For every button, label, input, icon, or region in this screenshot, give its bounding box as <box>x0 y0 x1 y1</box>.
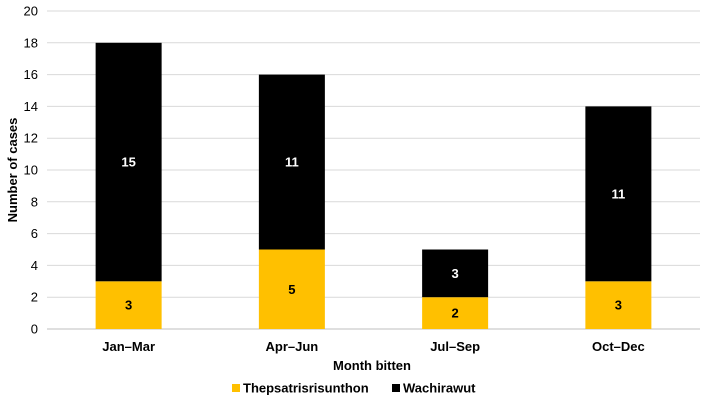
x-tick-label: Oct–Dec <box>592 339 645 354</box>
x-tick-label: Jul–Sep <box>430 339 480 354</box>
y-tick-label: 16 <box>24 67 38 82</box>
bar-segment <box>95 281 162 329</box>
y-tick-label: 2 <box>31 290 38 305</box>
y-tick-label: 4 <box>31 258 38 273</box>
x-tick-label: Jan–Mar <box>102 339 155 354</box>
x-axis-title: Month bitten <box>333 358 411 373</box>
bar-segment <box>422 297 489 329</box>
y-tick-label: 12 <box>24 131 38 146</box>
bar-data-label: 3 <box>125 298 132 313</box>
legend-swatch <box>232 384 240 392</box>
legend-item: Wachirawut <box>392 381 476 396</box>
bar-data-label: 15 <box>121 155 135 170</box>
legend-item: Thepsatrisrisunthon <box>232 381 369 396</box>
bar-data-label: 11 <box>612 186 626 201</box>
y-tick-label: 10 <box>24 163 38 178</box>
bar-segment <box>585 281 652 329</box>
bar-segment <box>585 106 652 282</box>
legend-label: Wachirawut <box>403 381 476 396</box>
bar-data-label: 5 <box>288 282 295 297</box>
bar-data-label: 3 <box>452 266 459 281</box>
bar-data-label: 3 <box>615 298 622 313</box>
y-tick-label: 6 <box>31 226 38 241</box>
bar-segment <box>258 249 325 329</box>
y-tick-label: 20 <box>24 4 38 19</box>
legend: Thepsatrisrisunthon Wachirawut <box>232 381 476 396</box>
bars: 3 15 5 11 2 3 3 11 <box>95 42 652 329</box>
bar-data-label: 2 <box>452 306 459 321</box>
y-tick-label: 8 <box>31 194 38 209</box>
legend-swatch <box>392 384 400 392</box>
y-tick-label: 0 <box>31 322 38 337</box>
legend-label: Thepsatrisrisunthon <box>243 381 369 396</box>
bar-segment <box>422 249 489 298</box>
x-tick-label: Apr–Jun <box>266 339 319 354</box>
y-axis-title: Number of cases <box>5 118 20 223</box>
axis-ticks: 0 2 4 6 8 10 12 14 16 18 20 Jan–Mar Apr–Jun Jul–Sep Oc… <box>24 4 645 355</box>
bar-segment <box>95 42 162 282</box>
y-tick-label: 14 <box>24 99 38 114</box>
bar-data-label: 11 <box>285 155 299 170</box>
y-tick-label: 18 <box>24 35 38 50</box>
bar-segment <box>258 74 325 250</box>
